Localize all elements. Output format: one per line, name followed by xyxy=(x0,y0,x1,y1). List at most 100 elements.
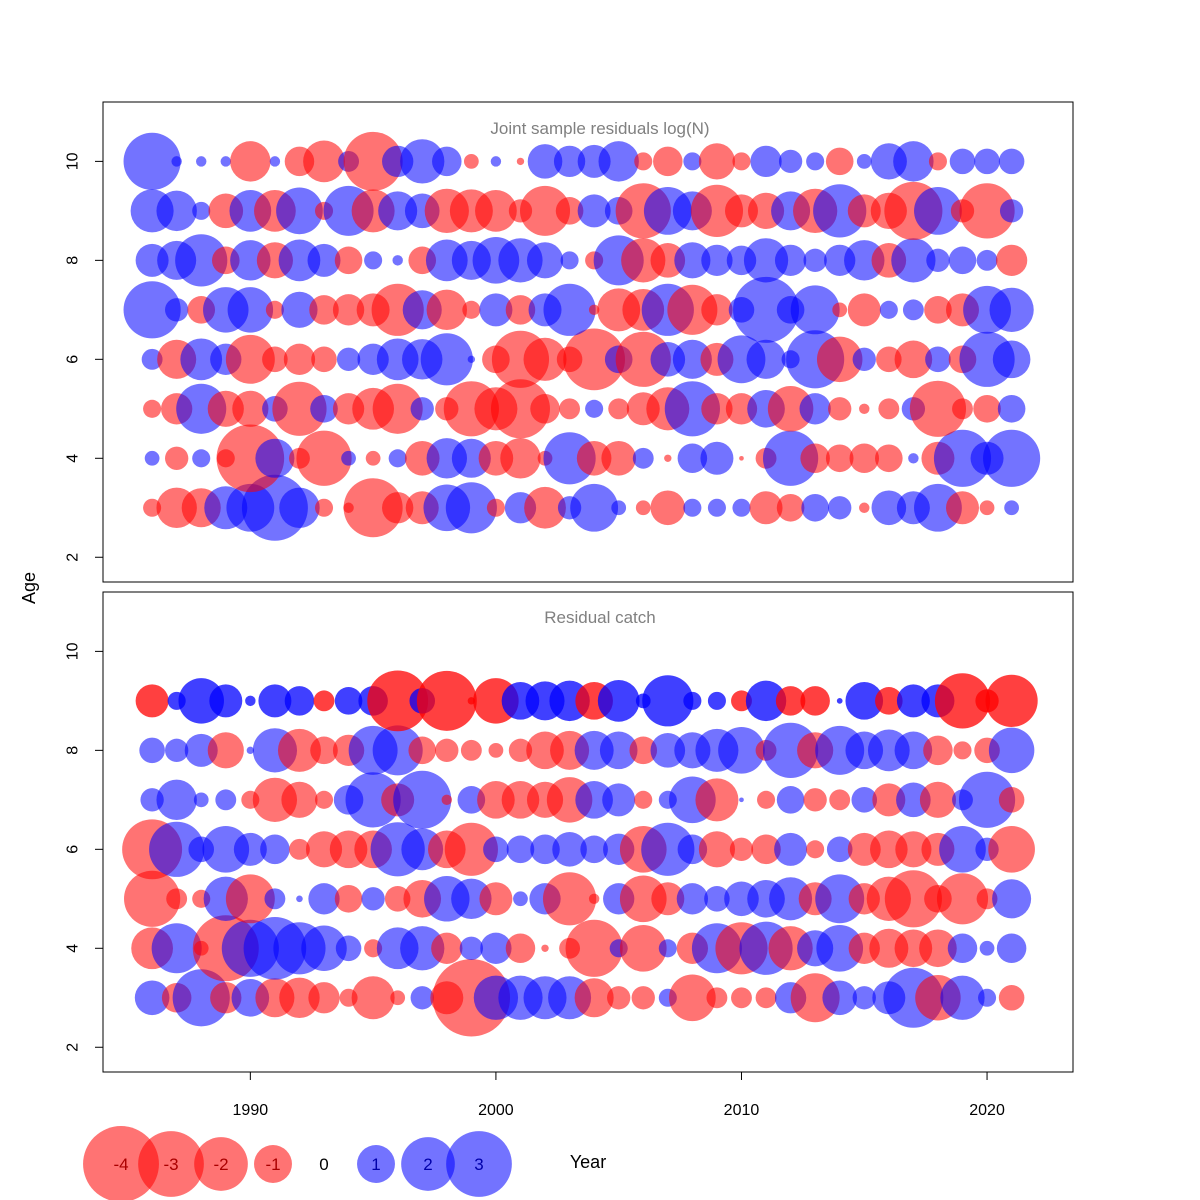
bubble xyxy=(372,725,423,776)
bubble xyxy=(745,680,787,722)
bubble xyxy=(202,825,250,873)
bubble xyxy=(467,697,476,705)
bubble xyxy=(530,834,560,865)
bubble xyxy=(924,296,952,324)
bubble xyxy=(225,334,275,384)
bubble xyxy=(832,302,848,318)
y-tick-label: 8 xyxy=(65,256,82,265)
bubble xyxy=(272,381,327,436)
bubble xyxy=(683,152,702,171)
bubble xyxy=(192,449,211,468)
bubble xyxy=(891,238,936,283)
bubble xyxy=(875,444,903,473)
bubble xyxy=(611,500,627,516)
bubble xyxy=(277,728,321,772)
bubble xyxy=(230,141,271,182)
bubble xyxy=(676,883,709,915)
bubble xyxy=(690,184,744,237)
legend-bubble xyxy=(83,1126,159,1200)
bubble xyxy=(143,498,162,517)
bubble xyxy=(457,786,486,814)
bubble xyxy=(992,879,1032,919)
bubble xyxy=(998,984,1025,1011)
bubble xyxy=(799,393,831,425)
legend-bubble xyxy=(194,1137,248,1191)
bubble xyxy=(233,832,267,866)
bubble xyxy=(718,727,765,774)
bubble xyxy=(390,990,406,1006)
bubble xyxy=(933,429,992,487)
bubble xyxy=(988,825,1035,873)
bubble xyxy=(959,183,1015,239)
bubble xyxy=(914,186,962,235)
bubble xyxy=(902,299,924,321)
y-tick-label: 6 xyxy=(65,845,82,854)
bubble xyxy=(608,398,630,420)
panel-frame xyxy=(102,591,1074,1073)
bubble xyxy=(451,438,491,478)
bubble xyxy=(175,234,228,287)
bubble xyxy=(700,441,734,475)
bubble xyxy=(894,340,933,379)
bubble xyxy=(664,454,672,462)
bubble xyxy=(919,781,957,818)
bubble xyxy=(462,300,481,319)
bubble xyxy=(767,386,814,432)
bubble xyxy=(193,792,209,808)
bubble xyxy=(976,249,998,271)
bubble xyxy=(276,187,323,235)
bubble xyxy=(553,145,586,178)
legend: -4 -3 -2 -1 0 1 2 3 xyxy=(83,1126,512,1200)
bubble xyxy=(634,790,653,809)
y-tick-label: 4 xyxy=(65,454,82,463)
bubble xyxy=(565,919,623,977)
bubble xyxy=(875,687,903,715)
bubble xyxy=(246,746,255,755)
bubble xyxy=(334,884,363,913)
bubble xyxy=(460,739,482,761)
bubble xyxy=(677,834,708,865)
bubble xyxy=(872,783,906,817)
bubble xyxy=(669,974,716,1022)
bubble xyxy=(750,145,782,178)
bubble xyxy=(973,394,1001,423)
bubble xyxy=(598,141,639,182)
bubble xyxy=(463,154,479,169)
bubble xyxy=(979,940,995,956)
bubble xyxy=(653,146,683,177)
bubble xyxy=(806,840,825,859)
bubble xyxy=(914,483,962,532)
bubble xyxy=(542,872,597,926)
bubble xyxy=(445,482,497,534)
bubble xyxy=(815,874,865,924)
bubble xyxy=(310,394,338,423)
bubble xyxy=(755,987,777,1009)
bubble xyxy=(378,191,418,231)
bubble xyxy=(364,251,383,270)
bubble xyxy=(488,742,504,758)
bubble xyxy=(825,444,854,473)
bubble xyxy=(762,430,819,486)
bubble xyxy=(135,684,169,718)
bubble xyxy=(948,246,977,275)
bubble xyxy=(262,346,288,373)
bubble xyxy=(602,783,636,817)
x-axis: 1990 2000 2010 2020 xyxy=(233,1072,1005,1119)
bubble xyxy=(334,687,363,715)
bubble xyxy=(739,455,744,461)
x-tick-label: 2000 xyxy=(478,1102,514,1119)
bubble xyxy=(367,670,429,732)
bubble xyxy=(215,789,237,811)
bubble xyxy=(829,789,851,811)
bubble xyxy=(629,736,658,765)
bubble xyxy=(332,294,365,326)
bubble xyxy=(283,343,316,375)
legend-label: 0 xyxy=(319,1155,328,1174)
bubble xyxy=(619,875,667,923)
bubble xyxy=(505,933,536,964)
bubble xyxy=(774,244,807,277)
bubble xyxy=(836,698,843,704)
bubble xyxy=(776,493,805,522)
bubble xyxy=(156,190,197,232)
bubble xyxy=(733,276,800,343)
